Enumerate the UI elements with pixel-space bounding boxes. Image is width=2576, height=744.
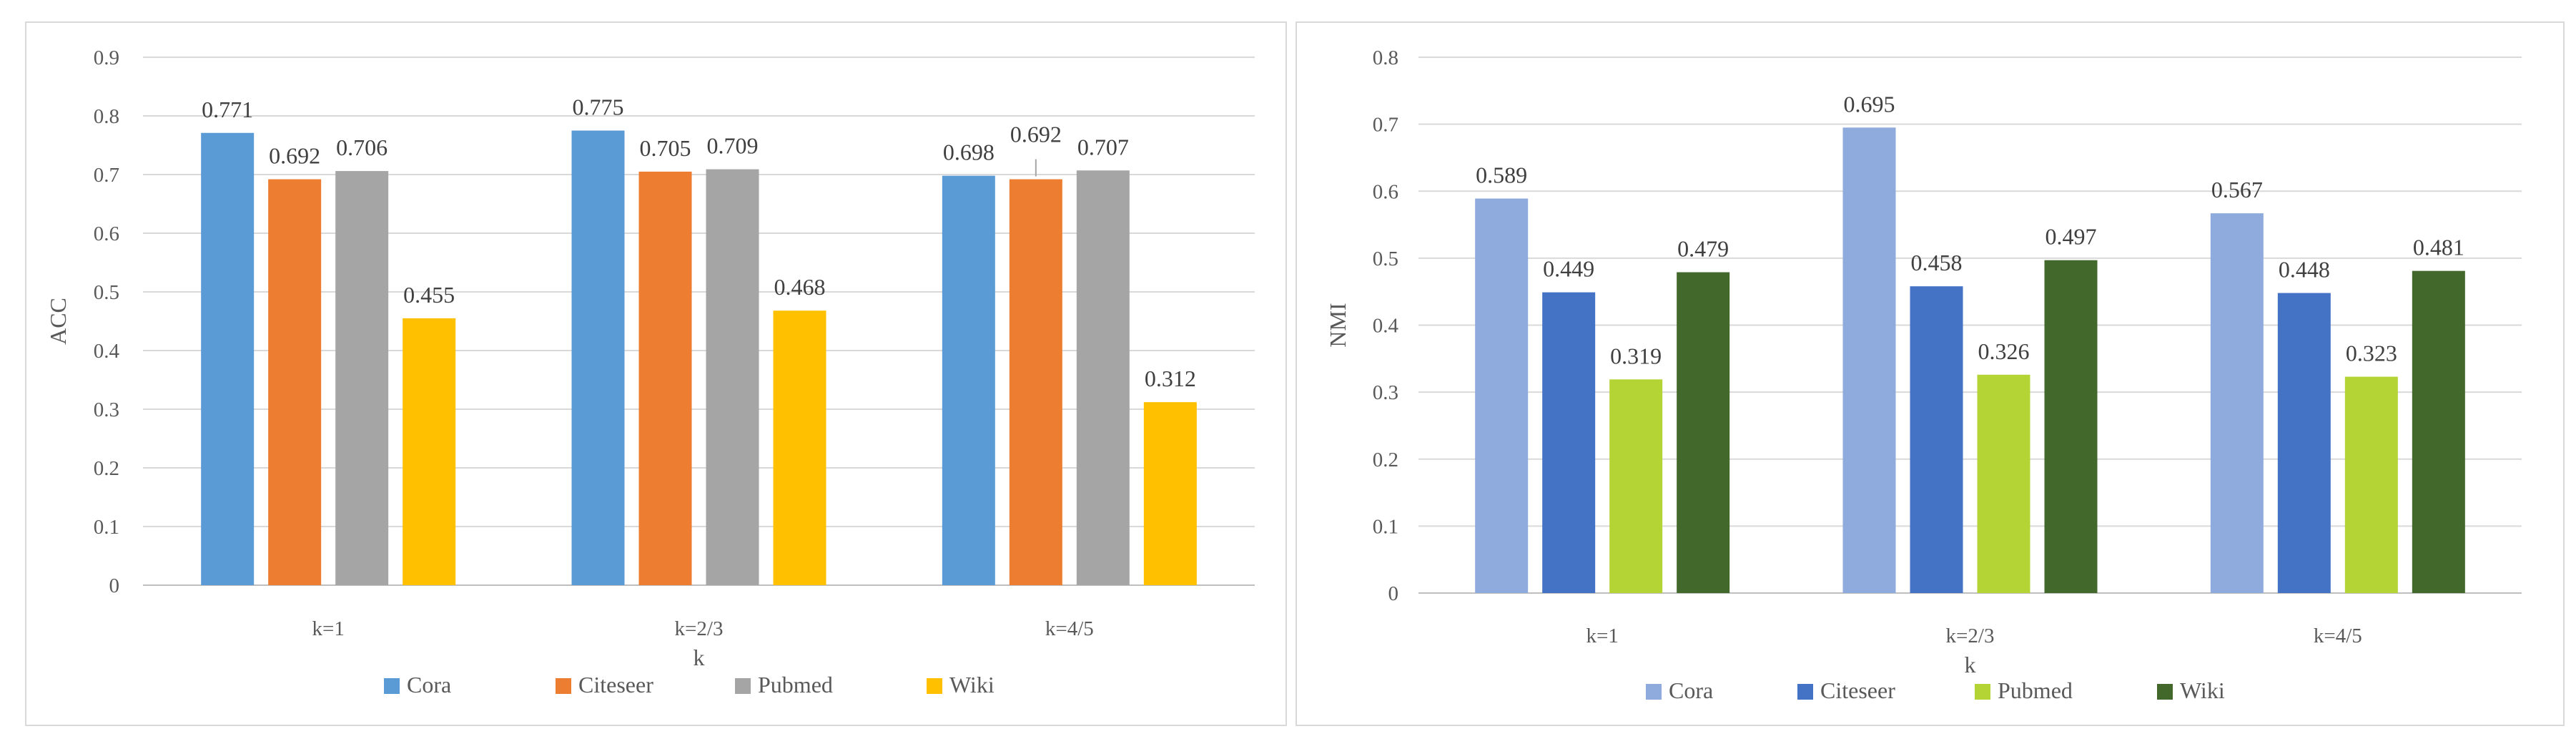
- nmi-x-tick-label: k=1: [1586, 625, 1618, 647]
- acc-bar-citeseer: [638, 171, 692, 585]
- acc-bar-wiki: [1143, 402, 1197, 585]
- acc-bar-citeseer: [1009, 179, 1062, 585]
- acc-y-tick-label: 0.8: [94, 105, 119, 128]
- acc-bar-cora: [201, 132, 255, 585]
- nmi-legend-label-cora: Cora: [1669, 677, 1713, 703]
- acc-y-tick-label: 0.2: [94, 457, 119, 480]
- nmi-data-label: 0.567: [2211, 177, 2263, 202]
- nmi-bar-citeseer: [2277, 293, 2331, 593]
- acc-data-label: 0.705: [640, 135, 691, 161]
- acc-legend-swatch-cora: [384, 678, 400, 694]
- nmi-data-label: 0.319: [1610, 343, 1662, 368]
- nmi-x-tick-label: k=4/5: [2314, 625, 2362, 647]
- acc-data-label: 0.692: [269, 143, 320, 169]
- nmi-data-label: 0.323: [2346, 341, 2397, 366]
- acc-data-label: 0.709: [707, 133, 759, 159]
- nmi-bar-citeseer: [1910, 286, 1963, 593]
- nmi-y-tick-label: 0.8: [1373, 46, 1398, 69]
- acc-legend-swatch-wiki: [927, 678, 942, 694]
- nmi-bar-wiki: [2412, 270, 2465, 593]
- acc-data-label: 0.771: [202, 97, 253, 122]
- nmi-y-tick-label: 0.6: [1373, 180, 1398, 203]
- nmi-bar-pubmed: [1609, 379, 1663, 593]
- nmi-y-tick-label: 0.4: [1373, 315, 1399, 338]
- acc-data-label: 0.455: [403, 282, 455, 308]
- acc-data-label: 0.692: [1010, 122, 1062, 147]
- nmi-chart: 0 0.1 0.2 0.3 0.4 0.5 0.6 0.7 0.8 0.589 0.449 0.319…: [1325, 46, 2522, 703]
- nmi-legend-swatch-wiki: [2157, 684, 2173, 700]
- nmi-bar-citeseer: [1542, 292, 1596, 593]
- acc-y-tick-label: 0.7: [94, 164, 119, 187]
- acc-y-tick-label: 0.3: [94, 398, 119, 421]
- acc-legend-swatch-citeseer: [556, 678, 571, 694]
- acc-x-tick-label: k=2/3: [675, 617, 724, 640]
- nmi-data-label: 0.326: [1978, 338, 2030, 364]
- acc-y-axis-title: ACC: [45, 298, 71, 345]
- acc-data-label: 0.312: [1145, 366, 1196, 391]
- nmi-bar-pubmed: [2344, 376, 2398, 593]
- nmi-legend-swatch-citeseer: [1797, 684, 1813, 700]
- acc-bar-pubmed: [706, 169, 759, 585]
- nmi-legend-label-wiki: Wiki: [2180, 677, 2225, 703]
- nmi-chart-panel: 0 0.1 0.2 0.3 0.4 0.5 0.6 0.7 0.8 0.589 0.449 0.319…: [1296, 21, 2565, 726]
- acc-y-tick-label: 0.5: [94, 281, 119, 304]
- nmi-bar-cora: [2210, 213, 2264, 593]
- acc-legend-label-wiki: Wiki: [949, 672, 995, 698]
- nmi-y-tick-label: 0.2: [1373, 449, 1398, 471]
- acc-legend-label-cora: Cora: [407, 672, 451, 698]
- acc-chart-panel: 0 0.1 0.2 0.3 0.4 0.5 0.6 0.7 0.8 0.9 0.771 0.692 0.…: [25, 21, 1287, 726]
- acc-bar-pubmed: [1076, 170, 1130, 585]
- nmi-y-axis-title: NMI: [1325, 303, 1351, 347]
- nmi-data-label: 0.449: [1543, 256, 1594, 282]
- acc-legend-swatch-pubmed: [735, 678, 751, 694]
- nmi-y-tick-label: 0.5: [1373, 248, 1398, 270]
- acc-bar-pubmed: [335, 171, 389, 585]
- nmi-data-label: 0.589: [1476, 162, 1527, 188]
- nmi-legend-swatch-cora: [1646, 684, 1662, 700]
- acc-data-label: 0.775: [573, 94, 624, 120]
- acc-y-tick-label: 0.9: [94, 46, 119, 69]
- acc-data-label: 0.706: [336, 134, 388, 160]
- acc-data-label: 0.707: [1077, 134, 1129, 160]
- nmi-data-label: 0.458: [1911, 250, 1963, 275]
- nmi-y-tick-label: 0.1: [1373, 515, 1398, 538]
- acc-bar-wiki: [403, 318, 456, 585]
- nmi-y-tick-label: 0.7: [1373, 114, 1398, 137]
- acc-chart: 0 0.1 0.2 0.3 0.4 0.5 0.6 0.7 0.8 0.9 0.771 0.692 0.…: [45, 46, 1255, 698]
- acc-data-label: 0.698: [943, 140, 995, 165]
- acc-bar-cora: [571, 130, 625, 585]
- acc-x-tick-label: k=1: [312, 617, 344, 640]
- nmi-y-tick-label: 0: [1388, 582, 1399, 605]
- nmi-bar-wiki: [1677, 272, 1730, 593]
- acc-bar-wiki: [773, 310, 826, 585]
- acc-x-axis-title: k: [694, 645, 705, 670]
- nmi-bar-wiki: [2044, 260, 2098, 593]
- nmi-data-label: 0.479: [1677, 236, 1729, 262]
- nmi-legend-swatch-pubmed: [1975, 684, 1990, 700]
- nmi-legend-label-pubmed: Pubmed: [1998, 677, 2073, 703]
- nmi-y-tick-label: 0.3: [1373, 381, 1398, 404]
- acc-x-tick-label: k=4/5: [1045, 617, 1094, 640]
- nmi-bar-cora: [1842, 127, 1896, 593]
- acc-bar-cora: [942, 175, 995, 585]
- acc-legend-label-citeseer: Citeseer: [578, 672, 653, 698]
- nmi-bar-pubmed: [1977, 374, 2030, 593]
- nmi-legend-label-citeseer: Citeseer: [1820, 677, 1895, 703]
- acc-y-tick-label: 0: [109, 574, 120, 597]
- acc-y-tick-label: 0.1: [94, 516, 119, 539]
- nmi-bar-cora: [1475, 198, 1529, 593]
- acc-bar-citeseer: [268, 179, 322, 585]
- nmi-data-label: 0.497: [2045, 224, 2097, 250]
- acc-data-label: 0.468: [774, 274, 826, 300]
- nmi-data-label: 0.448: [2279, 257, 2330, 283]
- nmi-x-tick-label: k=2/3: [1946, 625, 1995, 647]
- acc-y-tick-label: 0.6: [94, 222, 119, 245]
- nmi-x-axis-title: k: [1965, 652, 1976, 677]
- acc-legend-label-pubmed: Pubmed: [758, 672, 833, 698]
- acc-y-tick-label: 0.4: [94, 340, 120, 363]
- nmi-data-label: 0.695: [1844, 91, 1895, 117]
- nmi-data-label: 0.481: [2413, 235, 2464, 260]
